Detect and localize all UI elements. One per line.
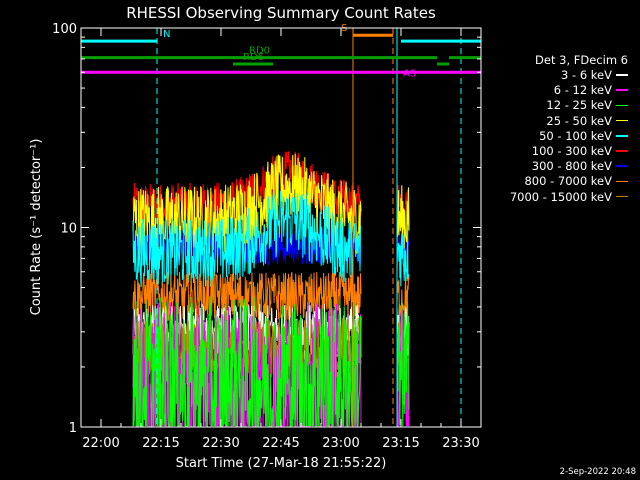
- x-tick-label: 23:15: [382, 436, 419, 451]
- y-tick-label: 10: [60, 222, 77, 237]
- legend-swatch: [616, 104, 628, 107]
- legend-label: 25 - 50 keV: [546, 113, 612, 128]
- legend-label: 12 - 25 keV: [546, 98, 612, 113]
- x-tick-label: 22:30: [202, 436, 239, 451]
- x-axis-label: Start Time (27-Mar-18 21:55:22): [176, 456, 387, 471]
- legend-entry: 12 - 25 keV: [546, 98, 628, 112]
- x-tick-label: 22:00: [82, 436, 119, 451]
- flag-label: S: [341, 23, 347, 34]
- x-tick-label: 23:00: [322, 436, 359, 451]
- legend-swatch: [616, 119, 628, 122]
- y-tick-label: 100: [52, 22, 77, 37]
- legend-label: 3 - 6 keV: [561, 68, 612, 82]
- legend-entry: 7000 - 15000 keV: [510, 190, 628, 204]
- series-trace: [132, 153, 362, 255]
- x-tick-label: 22:45: [262, 436, 299, 451]
- legend-entry: 300 - 800 keV: [532, 159, 628, 173]
- flag-label: RD6: [243, 52, 264, 63]
- legend-title: Det 3, FDecim 6: [535, 53, 628, 67]
- legend-label: 50 - 100 keV: [539, 128, 612, 143]
- series-trace: [132, 296, 362, 428]
- legend-entry: 6 - 12 keV: [554, 83, 628, 97]
- chart-title: RHESSI Observing Summary Count Rates: [126, 4, 436, 22]
- legend-swatch: [616, 165, 628, 167]
- legend-label: 300 - 800 keV: [531, 159, 612, 174]
- legend-swatch: [616, 135, 628, 137]
- legend-swatch: [616, 74, 628, 76]
- legend-entry: 800 - 7000 keV: [524, 174, 628, 188]
- x-tick-label: 23:30: [442, 436, 479, 451]
- series-trace: [396, 299, 410, 427]
- series-12-25kev: [132, 296, 410, 428]
- series-25-50kev: [132, 153, 410, 255]
- y-tick-label: 1: [69, 421, 77, 436]
- flag-label: RD0: [249, 46, 270, 57]
- series-trace: [132, 271, 362, 322]
- legend-entry: 3 - 6 keV: [561, 68, 628, 82]
- legend-label: 6 - 12 keV: [553, 83, 612, 98]
- flag-label: N: [163, 29, 170, 40]
- legend-swatch: [616, 180, 628, 183]
- series-trace: [396, 224, 410, 287]
- axes: 22:00 22:15 22:30 22:45 23:00 23:15 23:30 1 10 10…: [52, 22, 482, 451]
- legend-label: 800 - 7000 keV: [524, 174, 612, 189]
- legend-entry: 50 - 100 keV: [539, 129, 628, 143]
- legend-swatch: [616, 89, 628, 91]
- data-traces: [132, 151, 410, 428]
- y-axis-label: Count Rate (s⁻¹ detector⁻¹): [29, 139, 44, 316]
- legend-entry: 25 - 50 keV: [546, 114, 628, 128]
- legend-entry: 100 - 300 keV: [532, 144, 628, 158]
- legend-swatch: [616, 150, 628, 152]
- x-tick-label: 22:15: [142, 436, 179, 451]
- legend-swatch: [616, 195, 628, 198]
- series-trace: [396, 185, 410, 254]
- flag-label: AS: [403, 68, 416, 79]
- legend-label: 100 - 300 keV: [531, 144, 612, 158]
- footer-date: 2-Sep-2022 20:48: [560, 467, 636, 477]
- legend-label: 7000 - 15000 keV: [509, 189, 612, 204]
